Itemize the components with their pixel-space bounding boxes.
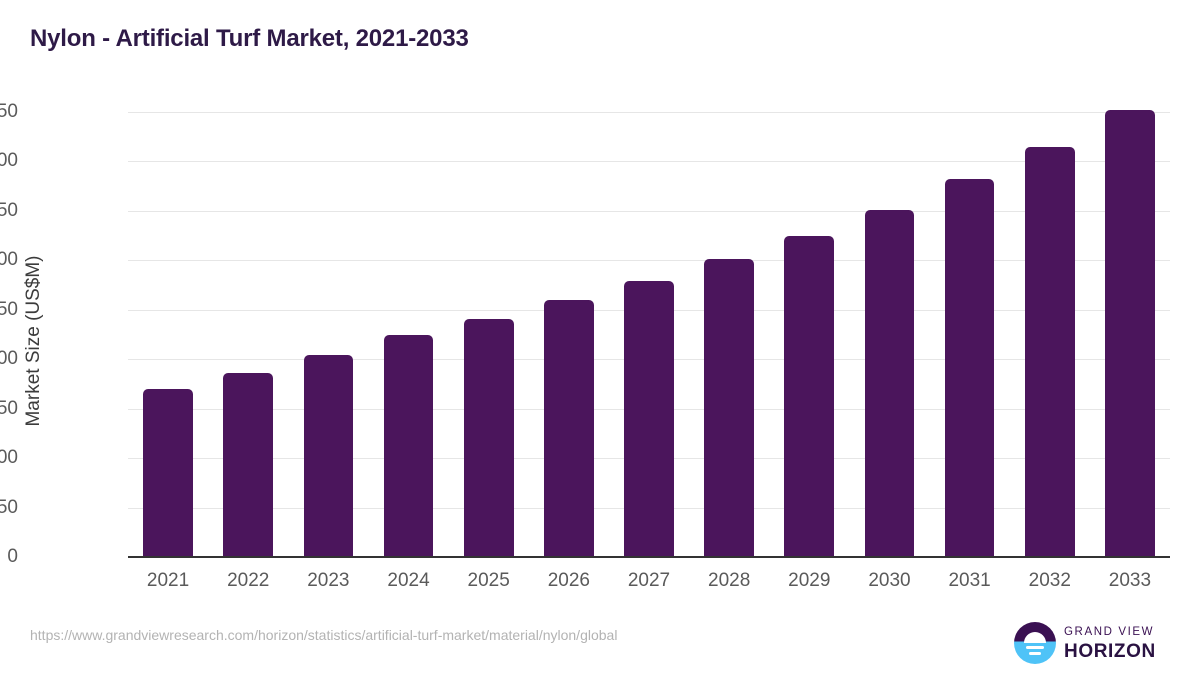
bar[interactable]	[784, 235, 835, 557]
x-axis-tick-label: 2024	[387, 570, 430, 591]
bar[interactable]	[543, 299, 594, 557]
y-axis-tick-label: 1000	[0, 348, 18, 370]
bar[interactable]	[624, 281, 674, 557]
x-axis-tick-label: 2025	[467, 570, 510, 591]
y-axis-tick-label: 1500	[0, 249, 18, 271]
bar[interactable]	[223, 373, 274, 557]
horizon-sun-icon	[1014, 622, 1056, 664]
bar[interactable]	[704, 259, 754, 557]
bar[interactable]	[143, 388, 193, 557]
x-axis-tick-label: 2032	[1028, 570, 1071, 591]
x-axis-tick-label: 2027	[627, 570, 671, 591]
source-url[interactable]: https://www.grandviewresearch.com/horizo…	[30, 627, 618, 643]
page-title: Nylon - Artificial Turf Market, 2021-203…	[30, 25, 469, 52]
x-axis-line	[128, 556, 1170, 558]
bar[interactable]	[944, 179, 995, 557]
gridline	[128, 210, 1170, 212]
plot-area	[128, 110, 1170, 557]
y-axis-tick-label: 1250	[0, 298, 18, 320]
logo-bar-lower	[1029, 652, 1041, 655]
y-axis-tick-label: 0	[7, 546, 18, 567]
bar[interactable]	[463, 318, 514, 557]
x-axis-tick-label: 2023	[307, 570, 350, 591]
bar[interactable]	[1024, 146, 1075, 557]
y-axis-tick-label: 750	[0, 397, 18, 419]
y-axis-title: Market Size (US$M)	[23, 255, 44, 427]
x-axis-tick-label: 2029	[788, 570, 831, 591]
gridline	[128, 260, 1170, 262]
x-axis-tick-label: 2021	[146, 570, 190, 591]
bar[interactable]	[864, 209, 915, 557]
gridline	[128, 112, 1170, 113]
y-axis-tick-label: 250	[0, 496, 18, 518]
y-axis-tick-label: 2000	[0, 150, 18, 172]
y-axis-tick-label: 500	[0, 447, 18, 469]
bar[interactable]	[1105, 110, 1155, 557]
y-axis-tick-label: 1750	[0, 199, 18, 221]
logo-dome-shape	[1024, 632, 1046, 643]
x-axis-tick-label: 2033	[1108, 570, 1152, 591]
x-axis-tick-label: 2022	[227, 570, 270, 591]
logo-text-grand-view: GRAND VIEW	[1064, 626, 1155, 638]
logo-text-horizon: HORIZON	[1064, 641, 1156, 662]
x-axis-tick-label: 2031	[948, 570, 991, 591]
x-axis-tick-label: 2026	[547, 570, 590, 591]
x-axis-tick-label: 2028	[708, 570, 751, 591]
grand-view-horizon-logo[interactable]: GRAND VIEW HORIZON	[1014, 620, 1166, 666]
logo-bar-upper	[1026, 646, 1044, 649]
gridline	[128, 161, 1170, 163]
bar[interactable]	[303, 355, 354, 557]
x-axis-tick-label: 2030	[868, 570, 911, 591]
y-axis-tick-label: 2250	[0, 101, 18, 122]
bar[interactable]	[383, 334, 434, 557]
